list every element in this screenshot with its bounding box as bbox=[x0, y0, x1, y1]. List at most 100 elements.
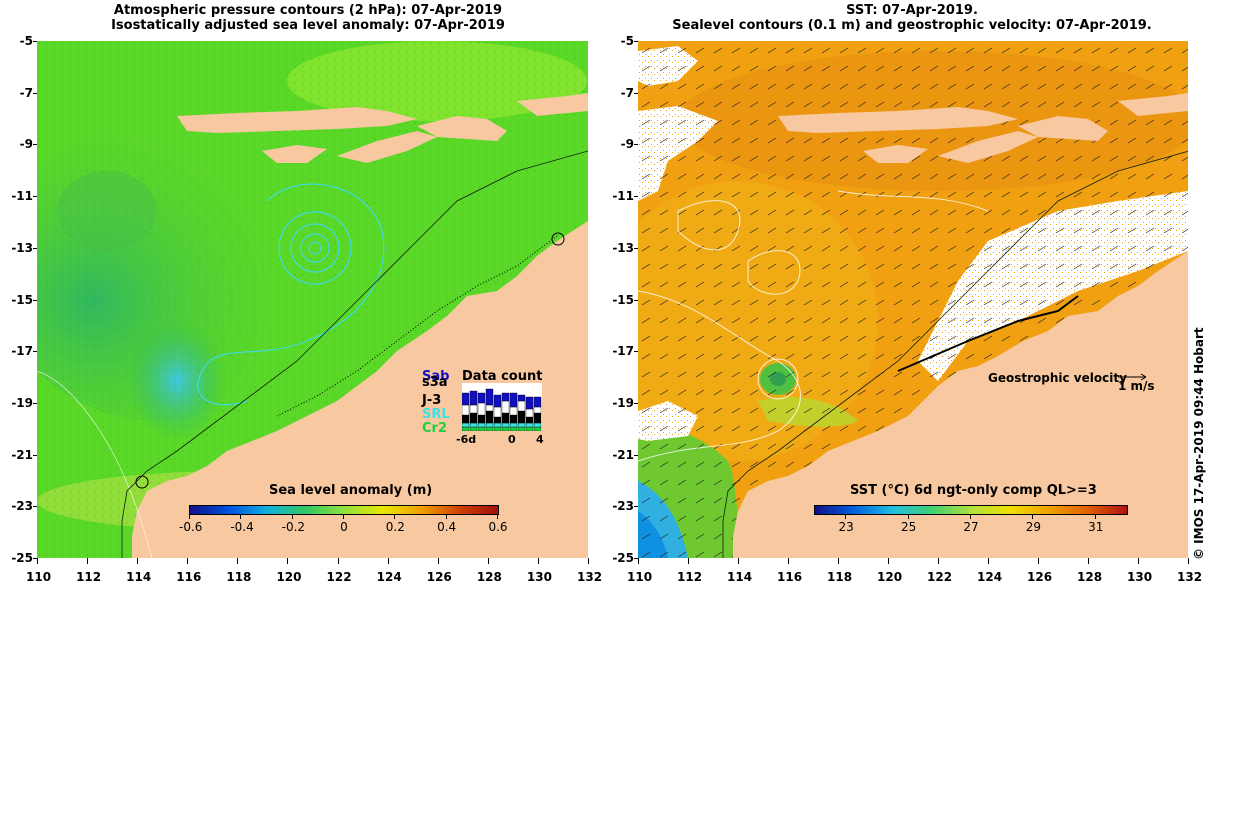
data-count-bar bbox=[493, 394, 502, 408]
colorbar-tick-label: 0.2 bbox=[385, 520, 405, 534]
left-y-tick: -13 bbox=[11, 240, 33, 255]
data-count-bar bbox=[525, 426, 534, 431]
right-y-tick: -23 bbox=[612, 499, 634, 514]
sea-level-anomaly-map[interactable]: Data count Sab s3a J-3 SRL Cr2 -6d 0 4 S… bbox=[37, 41, 588, 558]
data-count-sat-label: s3a bbox=[422, 375, 448, 390]
sea-level-contour bbox=[638, 290, 801, 462]
colorbar-tick-label: 31 bbox=[1088, 520, 1104, 534]
right-x-tick: 114 bbox=[727, 570, 753, 584]
right-x-tick-mark bbox=[1038, 558, 1039, 564]
left-y-tick-mark bbox=[33, 454, 37, 456]
left-x-tick: 114 bbox=[126, 570, 152, 584]
data-count-bar bbox=[485, 426, 494, 431]
left-x-tick-mark bbox=[87, 558, 89, 564]
right-x-tick-mark bbox=[838, 558, 839, 564]
right-x-tick-mark bbox=[938, 558, 939, 564]
data-count-bar bbox=[501, 422, 510, 428]
colorbar-tick-mark bbox=[343, 515, 344, 519]
sst-map-graphic bbox=[638, 41, 1188, 558]
right-x-tick-mark bbox=[738, 558, 739, 564]
data-count-bar bbox=[493, 426, 502, 431]
data-count-bar bbox=[469, 412, 478, 424]
right-x-tick: 112 bbox=[677, 570, 703, 584]
data-count-bar bbox=[533, 426, 542, 431]
data-count-bar bbox=[501, 412, 510, 424]
data-count-xtick: -6d bbox=[456, 433, 477, 446]
colorbar-tick-mark bbox=[189, 515, 190, 519]
right-y-tick: -19 bbox=[612, 395, 634, 410]
sst-map[interactable]: Geostrophic velocity 1 m/s SST (°C) 6d n… bbox=[638, 41, 1188, 558]
left-y-tick: -19 bbox=[11, 395, 33, 410]
data-count-bar bbox=[493, 416, 502, 424]
data-count-bar bbox=[469, 426, 478, 431]
right-x-tick-mark bbox=[988, 558, 989, 564]
sla-colorbar bbox=[189, 505, 499, 515]
right-x-tick: 130 bbox=[1127, 570, 1153, 584]
data-count-bar bbox=[501, 400, 510, 414]
left-y-tick-mark bbox=[33, 558, 37, 559]
right-y-tick-mark bbox=[634, 92, 638, 94]
colorbar-tick-label: -0.6 bbox=[179, 520, 203, 534]
java-lesser-sunda-islands bbox=[177, 107, 417, 133]
colorbar-tick-mark bbox=[445, 515, 447, 519]
imos-credit: © IMOS 17-Apr-2019 09:44 Hobart bbox=[1192, 327, 1212, 820]
data-count-bar bbox=[501, 392, 510, 402]
sea-level-contour bbox=[677, 200, 741, 251]
data-count-bar bbox=[509, 406, 518, 416]
right-y-tick-mark bbox=[634, 454, 638, 456]
right-y-tick: -15 bbox=[612, 292, 634, 307]
left-x-tick-mark bbox=[237, 558, 239, 564]
left-y-tick-mark bbox=[33, 92, 37, 94]
data-count-sat-label: J-3 bbox=[422, 393, 442, 408]
data-count-xtick: 0 bbox=[508, 433, 516, 446]
right-map-title: SST: 07-Apr-2019. Sealevel contours (0.1… bbox=[632, 3, 1192, 33]
right-y-tick-mark bbox=[634, 351, 638, 353]
data-count-bar bbox=[493, 422, 502, 428]
right-y-tick: -21 bbox=[612, 447, 634, 462]
data-count-bar bbox=[517, 394, 526, 402]
data-count-bars bbox=[462, 383, 542, 431]
data-count-bar bbox=[533, 406, 542, 414]
data-count-bar bbox=[517, 426, 526, 431]
shelf-contour bbox=[121, 150, 588, 558]
colorbar-tick-mark bbox=[291, 515, 293, 519]
left-x-tick-mark bbox=[537, 558, 539, 564]
pressure-contour bbox=[300, 233, 330, 263]
new-guinea-edge bbox=[517, 93, 588, 116]
right-x-tick: 132 bbox=[1177, 570, 1203, 584]
left-x-tick: 124 bbox=[376, 570, 402, 584]
pressure-contour bbox=[278, 211, 352, 285]
data-count-bar bbox=[477, 422, 486, 428]
data-count-bar bbox=[485, 388, 494, 406]
sla-colorbar-title: Sea level anomaly (m) bbox=[269, 483, 433, 498]
right-x-tick-mark bbox=[688, 558, 689, 564]
pressure-contour bbox=[308, 241, 322, 255]
new-guinea-edge bbox=[1118, 93, 1188, 116]
tide-gauge-marker bbox=[551, 232, 565, 246]
left-x-tick: 118 bbox=[226, 570, 252, 584]
data-count-bar bbox=[509, 392, 518, 408]
data-count-bar bbox=[509, 422, 518, 428]
left-y-tick: -25 bbox=[11, 551, 33, 565]
left-y-tick: -9 bbox=[19, 137, 33, 152]
data-count-bar bbox=[525, 422, 534, 428]
sst-colorbar-title: SST (°C) 6d ngt-only comp QL>=3 bbox=[850, 483, 1097, 498]
sea-level-contour bbox=[837, 190, 989, 212]
java-lesser-sunda-islands bbox=[778, 107, 1018, 133]
data-count-bar bbox=[509, 426, 518, 431]
data-count-bar bbox=[469, 422, 478, 428]
data-count-bar bbox=[517, 400, 526, 412]
shelf-contour bbox=[722, 150, 1188, 558]
right-y-tick: -5 bbox=[620, 34, 634, 48]
left-x-tick-mark bbox=[387, 558, 389, 564]
left-x-tick-mark bbox=[487, 558, 489, 564]
data-count-bar bbox=[525, 396, 534, 410]
right-x-tick-mark bbox=[1188, 558, 1189, 564]
right-y-tick-mark bbox=[634, 402, 638, 404]
right-y-tick-mark bbox=[634, 299, 638, 301]
data-count-bar bbox=[462, 392, 470, 406]
right-y-tick: -17 bbox=[612, 344, 634, 359]
left-x-tick: 120 bbox=[276, 570, 302, 584]
velocity-scale-label: 1 m/s bbox=[1118, 379, 1155, 393]
left-x-tick-mark bbox=[37, 558, 38, 564]
